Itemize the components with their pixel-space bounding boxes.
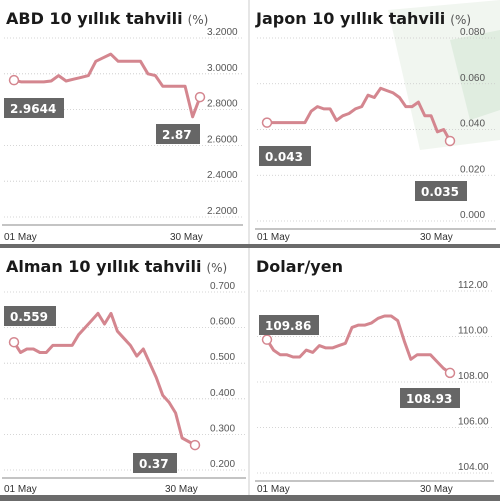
x-tick-label-start: 01 May <box>4 484 37 495</box>
end-value-label: 0.035 <box>421 185 459 199</box>
y-tick-label: 2.8000 <box>207 99 238 110</box>
chart-title-text: Japon 10 yıllık tahvili <box>255 9 445 28</box>
watermark-decoration <box>388 0 500 150</box>
y-tick-label: 108.00 <box>458 371 489 382</box>
start-value-label: 0.043 <box>265 150 303 164</box>
chart-panels: ABD 10 yıllık tahvili (%)3.20003.00002.80… <box>2 9 496 495</box>
y-tick-label: 0.060 <box>460 73 485 84</box>
series-line <box>265 314 452 375</box>
chart-title-unit: (%) <box>450 13 471 27</box>
x-tick-label-end: 30 May <box>420 232 453 243</box>
x-tick-label-start: 01 May <box>257 484 290 495</box>
y-tick-label: 0.300 <box>210 423 235 434</box>
y-tick-label: 0.400 <box>210 388 235 399</box>
start-value-label: 109.86 <box>265 319 311 333</box>
y-tick-label: 0.000 <box>460 210 485 221</box>
y-tick-label: 2.4000 <box>207 170 238 181</box>
y-tick-label: 0.600 <box>210 317 235 328</box>
x-tick-label-start: 01 May <box>4 232 37 243</box>
end-value-label-box <box>156 124 200 144</box>
y-tick-label: 112.00 <box>458 280 488 291</box>
end-point-marker <box>189 439 201 451</box>
end-point-marker <box>194 91 206 103</box>
chart-title: Alman 10 yıllık tahvili (%) <box>6 257 227 276</box>
chart-panel-3: Alman 10 yıllık tahvili (%) 0.700 0.600 0.50… <box>2 257 246 495</box>
x-tick-label-end: 30 May <box>420 484 453 495</box>
start-value-label: 2.9644 <box>10 102 56 116</box>
end-value-label: 108.93 <box>406 392 452 406</box>
bottom-border <box>0 495 500 501</box>
series-line <box>12 311 197 447</box>
x-tick-label-end: 30 May <box>165 484 198 495</box>
start-value-label-box <box>259 146 311 166</box>
y-tick-label: 0.200 <box>210 459 235 470</box>
end-value-label-box <box>400 388 460 408</box>
y-tick-label: 0.020 <box>460 164 485 175</box>
chart-title-unit: (%) <box>188 13 209 27</box>
end-point-marker <box>444 135 456 147</box>
chart-title-text: Dolar/yen <box>256 257 343 276</box>
chart-panel-2: Japon 10 yıllık tahvili (%)0.080 0.060 0.04… <box>255 9 496 243</box>
chart-panel-4: Dolar/yen 112.00 110.00 108.00 106.00 104.00 0… <box>255 257 494 495</box>
start-point-marker <box>8 336 20 348</box>
series-line <box>265 86 452 143</box>
chart-title: ABD 10 yıllık tahvili (%) <box>6 9 208 28</box>
y-tick-label: 106.00 <box>458 417 489 428</box>
start-point-marker <box>261 334 273 345</box>
y-tick-label: 0.500 <box>210 352 235 363</box>
start-point-marker <box>8 74 20 86</box>
start-point-marker <box>261 117 273 128</box>
chart-title-text: Alman 10 yıllık tahvili <box>6 257 201 276</box>
end-value-label-box <box>133 453 177 473</box>
series-line <box>12 52 202 119</box>
y-tick-label: 3.0000 <box>207 63 238 74</box>
start-value-label: 0.559 <box>10 310 48 324</box>
chart-title-unit: (%) <box>206 261 227 275</box>
chart-title: Dolar/yen <box>256 257 343 276</box>
panel-divider-horizontal <box>0 244 500 248</box>
chart-panel-1: ABD 10 yıllık tahvili (%)3.2000 3.0000 2.80… <box>2 9 243 243</box>
chart-title-text: ABD 10 yıllık tahvili <box>6 9 183 28</box>
y-tick-label: 2.6000 <box>207 134 238 145</box>
end-value-label: 2.87 <box>162 128 192 142</box>
end-value-label-box <box>415 181 467 201</box>
y-tick-label: 0.080 <box>460 27 485 38</box>
y-tick-label: 110.00 <box>458 326 488 337</box>
start-value-label-box <box>4 306 56 326</box>
start-value-label-box <box>4 98 64 118</box>
y-tick-label: 0.700 <box>210 281 235 292</box>
x-tick-label-end: 30 May <box>170 232 203 243</box>
y-tick-label: 0.040 <box>460 119 485 130</box>
y-tick-label: 104.00 <box>458 462 489 473</box>
y-tick-label: 3.2000 <box>207 27 238 38</box>
x-tick-label-start: 01 May <box>257 232 290 243</box>
end-value-label: 0.37 <box>139 457 169 471</box>
start-value-label-box <box>259 315 319 335</box>
chart-title: Japon 10 yıllık tahvili (%) <box>255 9 471 28</box>
end-point-marker <box>444 367 456 379</box>
y-tick-label: 2.2000 <box>207 206 238 217</box>
